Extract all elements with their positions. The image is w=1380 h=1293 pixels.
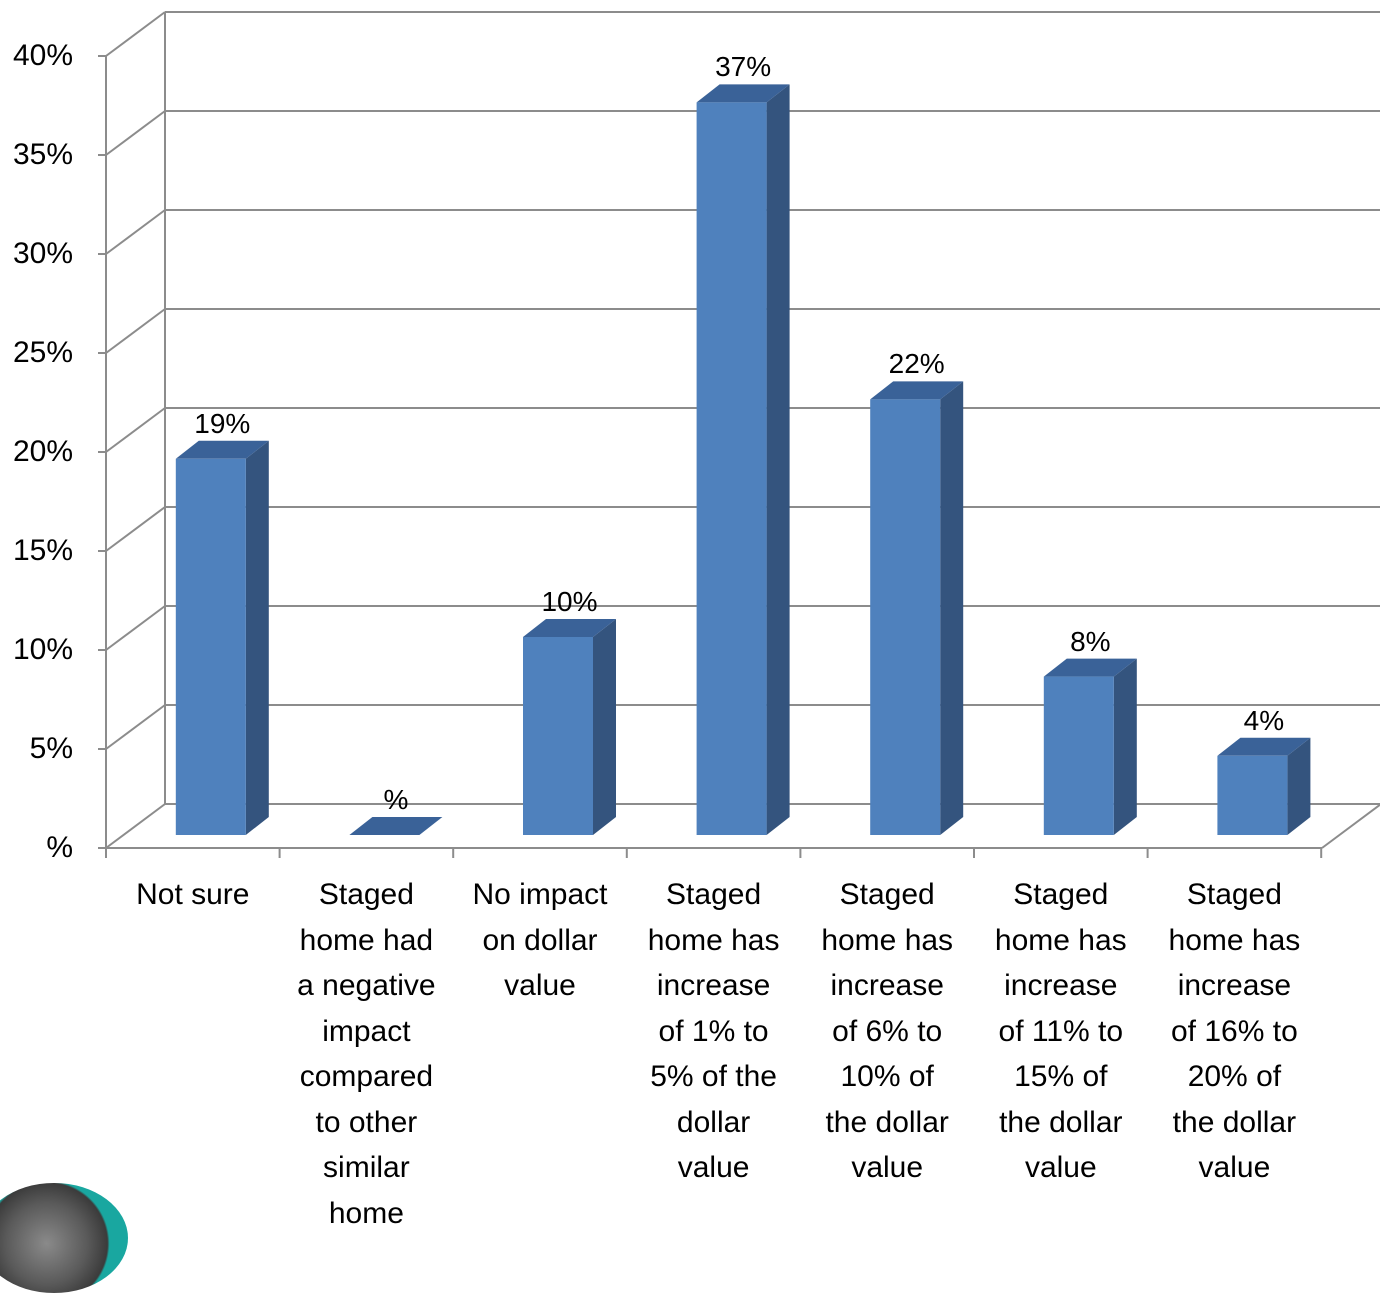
y-tick-label: 10% <box>12 633 73 666</box>
x-category-label: Staged home has increase of 6% to 10% of… <box>821 878 954 1184</box>
side-gridline <box>105 209 166 255</box>
bar-chart <box>98 11 1380 858</box>
y-tick-label: 5% <box>29 732 73 765</box>
x-category-label: Staged home has increase of 11% to 15% o… <box>994 878 1127 1184</box>
y-tick-label: 35% <box>12 138 73 171</box>
bar-side-face <box>766 84 790 835</box>
y-tick-label: 30% <box>12 237 73 270</box>
data-label: % <box>383 784 409 815</box>
bar-top-face <box>523 619 616 637</box>
floor-edge <box>1321 803 1380 849</box>
bar-top-face <box>1043 658 1137 677</box>
bar <box>696 102 767 835</box>
bar-top-face <box>696 84 790 103</box>
bar-side-face <box>940 381 964 835</box>
data-label: 8% <box>1070 625 1111 657</box>
bar-top-face <box>349 817 443 835</box>
x-category-label: Not sure <box>136 878 250 911</box>
bar <box>175 458 246 835</box>
y-tick-label: 25% <box>12 336 73 369</box>
data-label: 19% <box>194 407 251 439</box>
bar <box>870 399 941 835</box>
y-tick-label: % <box>46 831 73 864</box>
bar-side-face <box>1113 658 1137 835</box>
y-tick-label: 20% <box>12 435 73 468</box>
data-label: 4% <box>1243 704 1285 736</box>
side-gridline <box>105 110 166 156</box>
bar-side-face <box>245 440 269 835</box>
x-category-label: Staged home has increase of 16% to 20% o… <box>1168 878 1301 1184</box>
y-tick-label: 15% <box>12 534 73 567</box>
bar <box>1217 755 1288 835</box>
side-gridline <box>105 407 166 453</box>
bar <box>523 637 593 835</box>
bar-top-face <box>870 381 964 400</box>
data-label: 10% <box>541 586 598 617</box>
x-category-label: No impact on dollar value <box>472 878 608 1002</box>
side-gridline <box>105 11 166 57</box>
data-label: 22% <box>888 348 945 380</box>
x-category-label: Staged home has increase of 1% to 5% of … <box>647 878 780 1184</box>
y-tick-label: 40% <box>12 39 73 72</box>
side-gridline <box>105 506 166 552</box>
bar-side-face <box>593 619 616 835</box>
side-gridline <box>105 308 166 354</box>
side-gridline <box>105 803 166 849</box>
bar-top-face <box>1217 737 1311 756</box>
bar <box>1043 676 1114 835</box>
data-label: 37% <box>715 51 772 83</box>
bar-side-face <box>1287 737 1311 835</box>
bar-top-face <box>175 440 269 459</box>
side-gridline <box>105 605 166 651</box>
side-gridline <box>105 704 166 750</box>
x-category-label: Staged home had a negative impact compar… <box>297 878 436 1230</box>
